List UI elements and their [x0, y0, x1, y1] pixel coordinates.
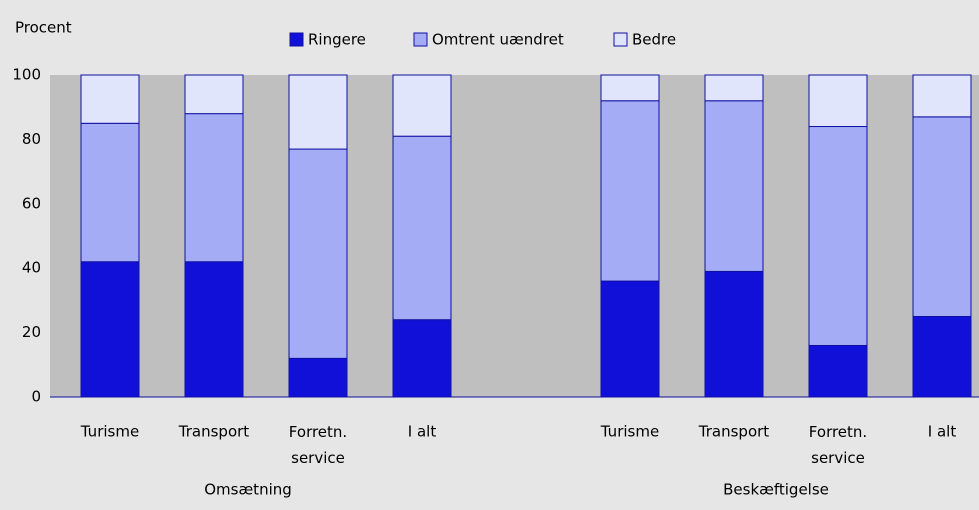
- y-tick-label: 80: [22, 130, 41, 148]
- bar-segment: [912, 74, 972, 118]
- bar-segment: [80, 74, 140, 124]
- bar-segment: [704, 74, 764, 102]
- legend-swatch: [289, 32, 304, 47]
- bar-segment: [184, 113, 244, 263]
- x-tick-label: Transport: [178, 423, 250, 441]
- bar-segment: [808, 344, 868, 398]
- x-tick-label: Turisme: [600, 423, 659, 441]
- bar-segment: [600, 74, 660, 102]
- legend-label: Ringere: [308, 31, 366, 49]
- bar-segment: [600, 100, 660, 282]
- bar-segment: [80, 261, 140, 398]
- bar-segment: [600, 280, 660, 398]
- y-tick-label: 100: [12, 66, 41, 84]
- y-tick-label: 40: [22, 259, 41, 277]
- bar-segment: [288, 357, 348, 398]
- bar-segment: [288, 148, 348, 359]
- group-label: Omsætning: [204, 481, 292, 499]
- bar-segment: [184, 74, 244, 115]
- legend-swatch: [613, 32, 628, 47]
- bar-segment: [392, 74, 452, 137]
- bar-segment: [184, 261, 244, 398]
- x-tick-label: I alt: [408, 423, 437, 441]
- bar-segment: [704, 100, 764, 272]
- legend-label: Bedre: [632, 31, 676, 49]
- bar-segment: [808, 126, 868, 346]
- x-tick-label: Forretn. service: [289, 423, 347, 467]
- bar-segment: [392, 319, 452, 398]
- x-tick-label: Transport: [698, 423, 770, 441]
- x-tick-label: Forretn. service: [809, 423, 867, 467]
- x-tick-label: I alt: [928, 423, 957, 441]
- bar-segment: [912, 316, 972, 398]
- x-tick-label: Turisme: [80, 423, 139, 441]
- legend-swatch: [413, 32, 428, 47]
- y-axis-label: Procent: [15, 19, 72, 37]
- bar-segment: [704, 270, 764, 398]
- bar-segment: [80, 122, 140, 263]
- bar-segment: [912, 116, 972, 317]
- y-tick-label: 0: [31, 388, 41, 406]
- y-tick-label: 60: [22, 194, 41, 212]
- bar-segment: [808, 74, 868, 128]
- y-tick-label: 20: [22, 323, 41, 341]
- legend-label: Omtrent uændret: [432, 31, 564, 49]
- bar-segment: [288, 74, 348, 150]
- group-label: Beskæftigelse: [723, 481, 829, 499]
- bar-segment: [392, 135, 452, 321]
